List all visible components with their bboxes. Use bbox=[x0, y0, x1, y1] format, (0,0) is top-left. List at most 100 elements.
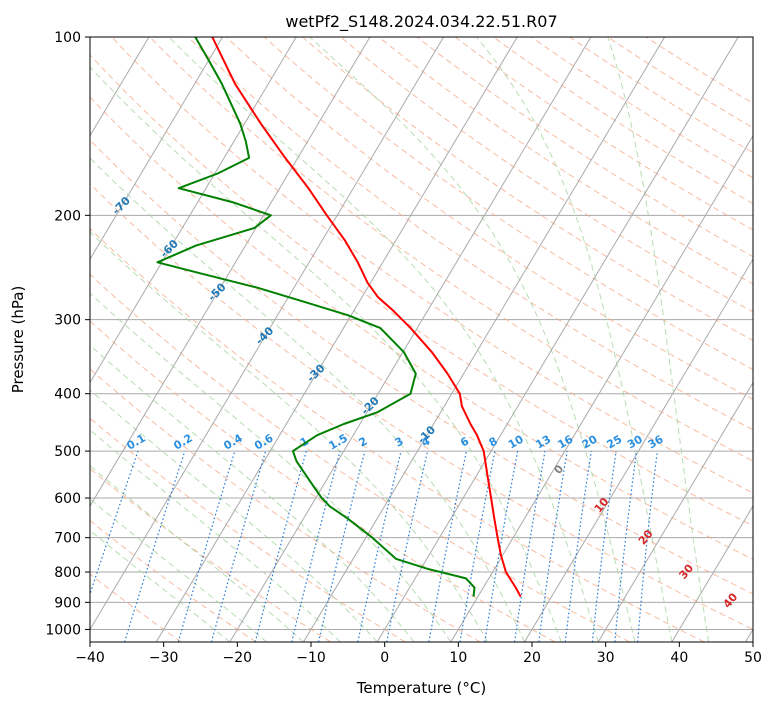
isotherm-label: -30 bbox=[304, 361, 327, 384]
moist-adiabat-line bbox=[309, 37, 636, 642]
dry-adiabat-line bbox=[149, 37, 753, 462]
x-tick-label: −30 bbox=[149, 650, 179, 666]
y-tick-label: 500 bbox=[54, 444, 81, 460]
isotherm-label: -40 bbox=[253, 324, 276, 347]
y-tick-label: 700 bbox=[54, 531, 81, 547]
temperature-profile-line bbox=[211, 37, 522, 598]
isotherm-line bbox=[597, 381, 753, 642]
dry-adiabat-line bbox=[90, 96, 753, 560]
y-tick-label: 300 bbox=[54, 313, 81, 329]
y-axis-title: Pressure (hPa) bbox=[9, 286, 27, 394]
y-tick-label: 400 bbox=[54, 387, 81, 403]
plot-frame bbox=[89, 36, 754, 643]
dry-adiabat-line bbox=[111, 37, 753, 494]
isotherm-line bbox=[450, 134, 753, 642]
moist-adiabat-line bbox=[90, 231, 489, 642]
mixing-ratio-label: 8 bbox=[487, 435, 500, 450]
moist-adiabat-line bbox=[168, 37, 599, 642]
mixing-ratio-line bbox=[357, 450, 402, 642]
mixing-ratio-line bbox=[318, 450, 366, 642]
isotherm-label: -50 bbox=[205, 280, 228, 303]
isotherm-line bbox=[671, 505, 753, 642]
isotherm-label: -80 bbox=[65, 146, 88, 169]
dry-adiabat-line bbox=[90, 468, 331, 642]
isotherm-line bbox=[376, 37, 739, 642]
x-tick-label: 0 bbox=[380, 650, 389, 666]
dry-adiabat-line bbox=[302, 37, 753, 341]
isotherm-line bbox=[229, 37, 592, 642]
x-tick-label: 20 bbox=[523, 650, 541, 666]
y-tick-label: 900 bbox=[54, 595, 81, 611]
y-tick-label: 200 bbox=[54, 208, 81, 224]
mixing-ratio-label: 10 bbox=[506, 432, 526, 451]
mixing-ratio-line bbox=[124, 450, 186, 642]
moist-adiabat-line bbox=[90, 344, 415, 642]
sounding-profiles bbox=[156, 37, 522, 598]
y-tick-label: 1000 bbox=[45, 622, 81, 638]
mixing-ratio-label: 0.1 bbox=[125, 432, 148, 453]
mixing-ratio-line bbox=[177, 450, 236, 642]
moist-adiabat-line bbox=[90, 529, 231, 642]
mixing-ratio-line bbox=[428, 450, 467, 642]
x-tick-label: −20 bbox=[223, 650, 253, 666]
mixing-ratio-line bbox=[514, 450, 546, 642]
isotherm-label: -90 bbox=[17, 102, 40, 125]
isotherm-line bbox=[90, 37, 371, 507]
plot-area bbox=[90, 37, 753, 642]
dry-adiabat-line bbox=[225, 37, 753, 400]
dry-adiabat-line bbox=[90, 54, 753, 527]
moist-adiabat-label: 0 bbox=[551, 462, 566, 476]
dry-adiabat-line bbox=[90, 139, 753, 595]
mixing-ratio-line bbox=[386, 450, 429, 642]
dry-adiabat-line bbox=[378, 37, 753, 285]
mixing-ratio-label: 3 bbox=[393, 435, 406, 450]
mixing-ratio-line bbox=[538, 450, 568, 642]
mixing-ratio-line bbox=[484, 450, 519, 642]
dewpoint-profile-line bbox=[156, 37, 476, 597]
dry-adiabat-line bbox=[416, 37, 753, 258]
dry-adiabat-line bbox=[607, 37, 753, 129]
dry-adiabat-line bbox=[90, 417, 406, 642]
mixing-ratio-line bbox=[591, 451, 617, 642]
moist-adiabat-line bbox=[607, 37, 710, 642]
isotherm-line bbox=[90, 37, 224, 261]
isotherm-line bbox=[90, 37, 445, 631]
dry-adiabat-line bbox=[454, 37, 753, 231]
dry-adiabat-line bbox=[645, 37, 753, 104]
dry-adiabat-line bbox=[90, 183, 753, 630]
isotherm-line bbox=[524, 258, 753, 642]
dry-adiabat-line bbox=[569, 37, 753, 154]
dry-adiabat-line bbox=[90, 368, 481, 642]
isotherm-label: -70 bbox=[110, 194, 133, 217]
moist-adiabat-line bbox=[476, 37, 673, 642]
x-tick-label: −10 bbox=[296, 650, 326, 666]
isotherm-line bbox=[303, 37, 666, 642]
moist-adiabat-line bbox=[90, 66, 562, 642]
y-tick-label: 600 bbox=[54, 491, 81, 507]
mixing-ratio-label: 0.4 bbox=[221, 431, 245, 452]
mixing-ratio-label: 20 bbox=[580, 432, 600, 451]
dry-adiabat-line bbox=[493, 37, 753, 205]
x-tick-label: 10 bbox=[449, 650, 467, 666]
dry-adiabat-line bbox=[263, 37, 753, 371]
mixing-ratio-line bbox=[90, 450, 139, 597]
x-tick-label: −40 bbox=[75, 650, 105, 666]
mixing-ratio-label: 0.2 bbox=[171, 432, 194, 453]
axes: −40 −30 −20 −10 0 10 20 30 40 5010009008007006005… bbox=[45, 30, 762, 666]
dry-adiabat-line bbox=[90, 519, 257, 642]
mixing-ratio-line bbox=[291, 450, 341, 642]
x-axis-title: Temperature (°C) bbox=[356, 679, 486, 697]
mixing-ratio-line bbox=[254, 450, 307, 642]
y-tick-label: 800 bbox=[54, 565, 81, 581]
dry-adiabat-line bbox=[90, 320, 556, 642]
moist-adiabat-label: 40 bbox=[721, 590, 741, 610]
x-tick-label: 30 bbox=[597, 650, 615, 666]
dry-adiabat-line bbox=[187, 37, 753, 431]
dry-adiabat-line bbox=[531, 37, 753, 179]
moist-adiabat-line bbox=[90, 157, 525, 642]
isotherm-line bbox=[745, 628, 753, 642]
x-tick-label: 50 bbox=[744, 650, 762, 666]
mixing-ratio-label: 16 bbox=[556, 432, 576, 451]
mixing-ratio-label: 25 bbox=[604, 433, 624, 452]
